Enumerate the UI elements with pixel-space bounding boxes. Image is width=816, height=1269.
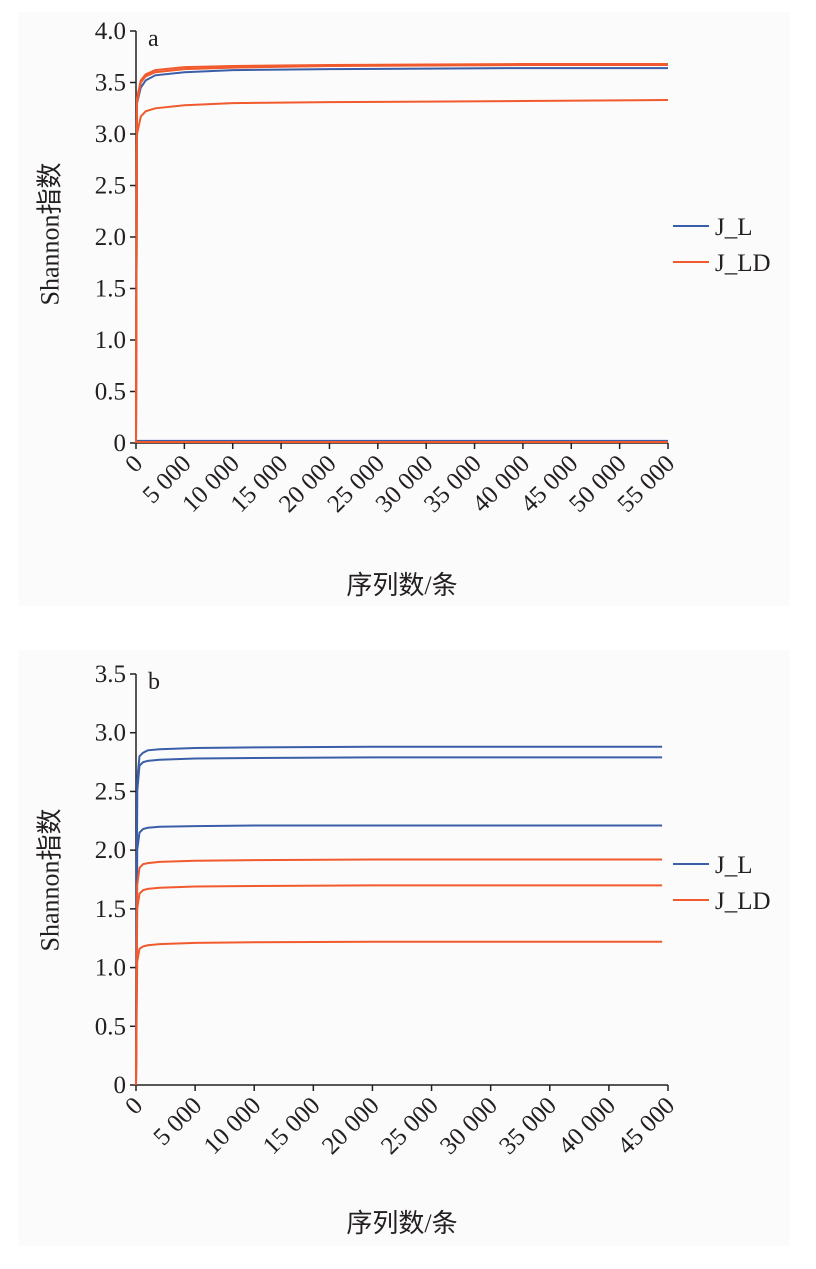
chart-panel-a: 0 0.5 1.0 1.5 2.0 2.5 3.0 3.5 4.0 0 5 000 10 000 15 … [18,12,790,606]
series-line-j-l-1 [135,756,663,1086]
x-tick-label: 45 000 [613,1092,681,1160]
x-tick-label: 40 000 [553,1092,621,1160]
series-line-j-ld-4 [135,99,669,444]
y-tick-label: 2.5 [95,173,126,200]
x-tick-label: 0 [120,450,148,478]
series-line-j-ld-3 [135,858,663,1086]
x-tick-label: 10 000 [199,1092,267,1160]
series-line-j-l-0 [135,745,663,1086]
panel-label: b [148,669,160,695]
legend-label: J_L [715,214,753,241]
y-tick-label: 1.5 [95,896,126,923]
panel-label: a [148,26,159,52]
y-tick-label: 4.0 [95,18,126,45]
x-tick-label: 5 000 [148,1092,207,1151]
y-tick-label: 0 [114,430,127,457]
chart-panel-b: 0 0.5 1.0 1.5 2.0 2.5 3.0 3.5 0 5 000 10 000 15 000… [18,650,790,1246]
x-tick-label: 30 000 [435,1092,503,1160]
series-line-j-l-0 [135,67,668,444]
series-line-j-ld-2 [135,63,668,444]
series-line-j-ld-4 [135,884,663,1086]
x-tick-label: 0 [120,1092,148,1120]
y-axis-title: Shannon指数 [35,808,64,951]
x-tick-label: 20 000 [317,1092,385,1160]
y-tick-label: 3.0 [95,121,126,148]
y-tick-label: 2.5 [95,778,126,805]
y-tick-label: 2.0 [95,224,126,251]
y-tick-label: 0 [114,1072,127,1099]
legend-label: J_L [715,852,753,879]
x-axis-title: 序列数/条 [346,1209,457,1238]
y-tick-label: 2.0 [95,837,126,864]
y-tick-label: 0.5 [95,1013,126,1040]
x-tick-label: 15 000 [258,1092,326,1160]
x-axis-title: 序列数/条 [346,571,457,600]
y-tick-label: 1.0 [95,955,126,982]
y-tick-label: 0.5 [95,379,126,406]
x-tick-label: 25 000 [376,1092,444,1160]
series-line-j-ld-5 [135,940,663,1086]
y-tick-label: 3.5 [95,70,126,97]
y-tick-label: 1.5 [95,276,126,303]
legend-label: J_LD [715,250,771,277]
y-tick-label: 3.5 [95,661,126,688]
x-tick-label: 35 000 [494,1092,562,1160]
legend-label: J_LD [715,888,771,915]
y-tick-label: 3.0 [95,720,126,747]
series-line-j-l-2 [135,824,663,1086]
y-axis-title: Shannon指数 [35,162,64,305]
series-line-j-ld-3 [135,64,668,444]
y-tick-label: 1.0 [95,327,126,354]
